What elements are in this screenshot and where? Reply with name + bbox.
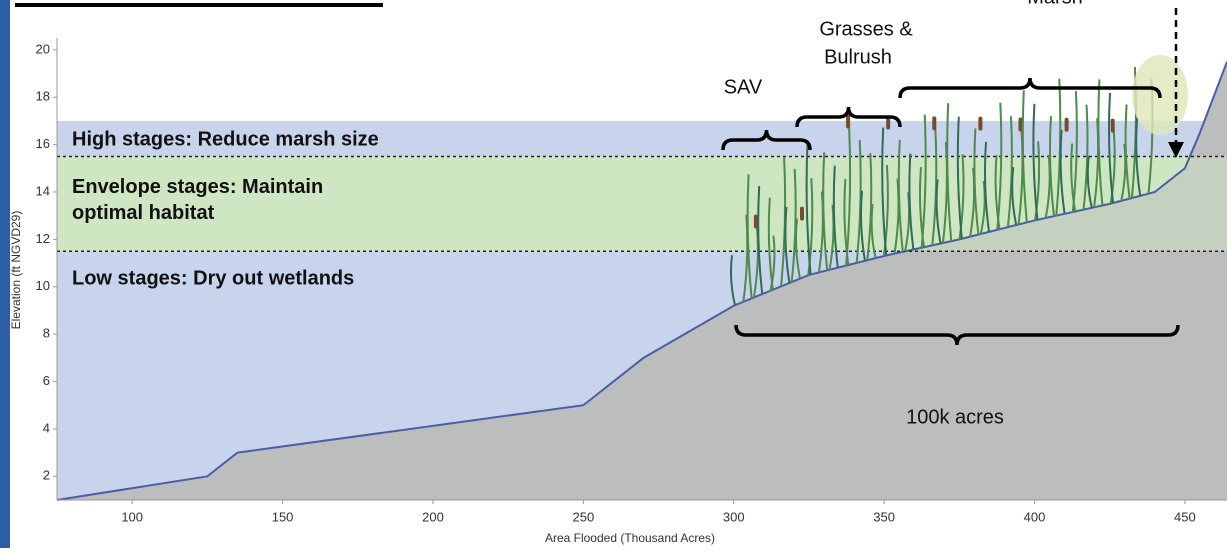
band-label: High stages: Reduce marsh size [72,128,379,150]
y-tick-label: 4 [43,420,50,435]
cattail [1065,118,1069,132]
annotation: SAV [724,76,763,98]
y-tick-label: 12 [36,231,50,246]
page: {"chart_data": { "type": "area", "x_labe… [0,0,1227,548]
y-tick-label: 2 [43,468,50,483]
x-tick-label: 100 [121,509,143,524]
y-tick-label: 16 [36,136,50,151]
cattail [800,207,804,221]
annotation: 100k acres [906,406,1004,428]
x-tick-label: 450 [1174,509,1196,524]
x-tick-label: 150 [272,509,294,524]
x-tick-label: 300 [723,509,745,524]
x-tick-label: 200 [422,509,444,524]
chart: Area Flooded (Thousand Acres) Elevation … [0,0,1227,548]
annotation: Grasses & [819,18,913,40]
x-axis-title: Area Flooded (Thousand Acres) [545,531,715,545]
marsh-brace [900,78,1160,98]
cattail [978,117,982,131]
annotation: Bulrush [824,46,892,68]
y-tick-label: 14 [36,183,50,198]
annotation: Marsh [1027,0,1083,8]
cattail [932,116,936,130]
x-tick-label: 350 [873,509,895,524]
x-tick-label: 400 [1024,509,1046,524]
y-axis-title: Elevation (ft NGVD29) [9,211,23,330]
y-tick-label: 6 [43,373,50,388]
x-tick-label: 250 [572,509,594,524]
band-label: Low stages: Dry out wetlands [72,267,354,289]
y-tick-label: 8 [43,326,50,341]
cattail [1111,119,1115,133]
y-tick-label: 20 [36,41,50,56]
cattail [846,115,850,129]
envelope-overlay [57,156,1227,251]
y-tick-label: 18 [36,89,50,104]
y-tick-label: 10 [36,278,50,293]
